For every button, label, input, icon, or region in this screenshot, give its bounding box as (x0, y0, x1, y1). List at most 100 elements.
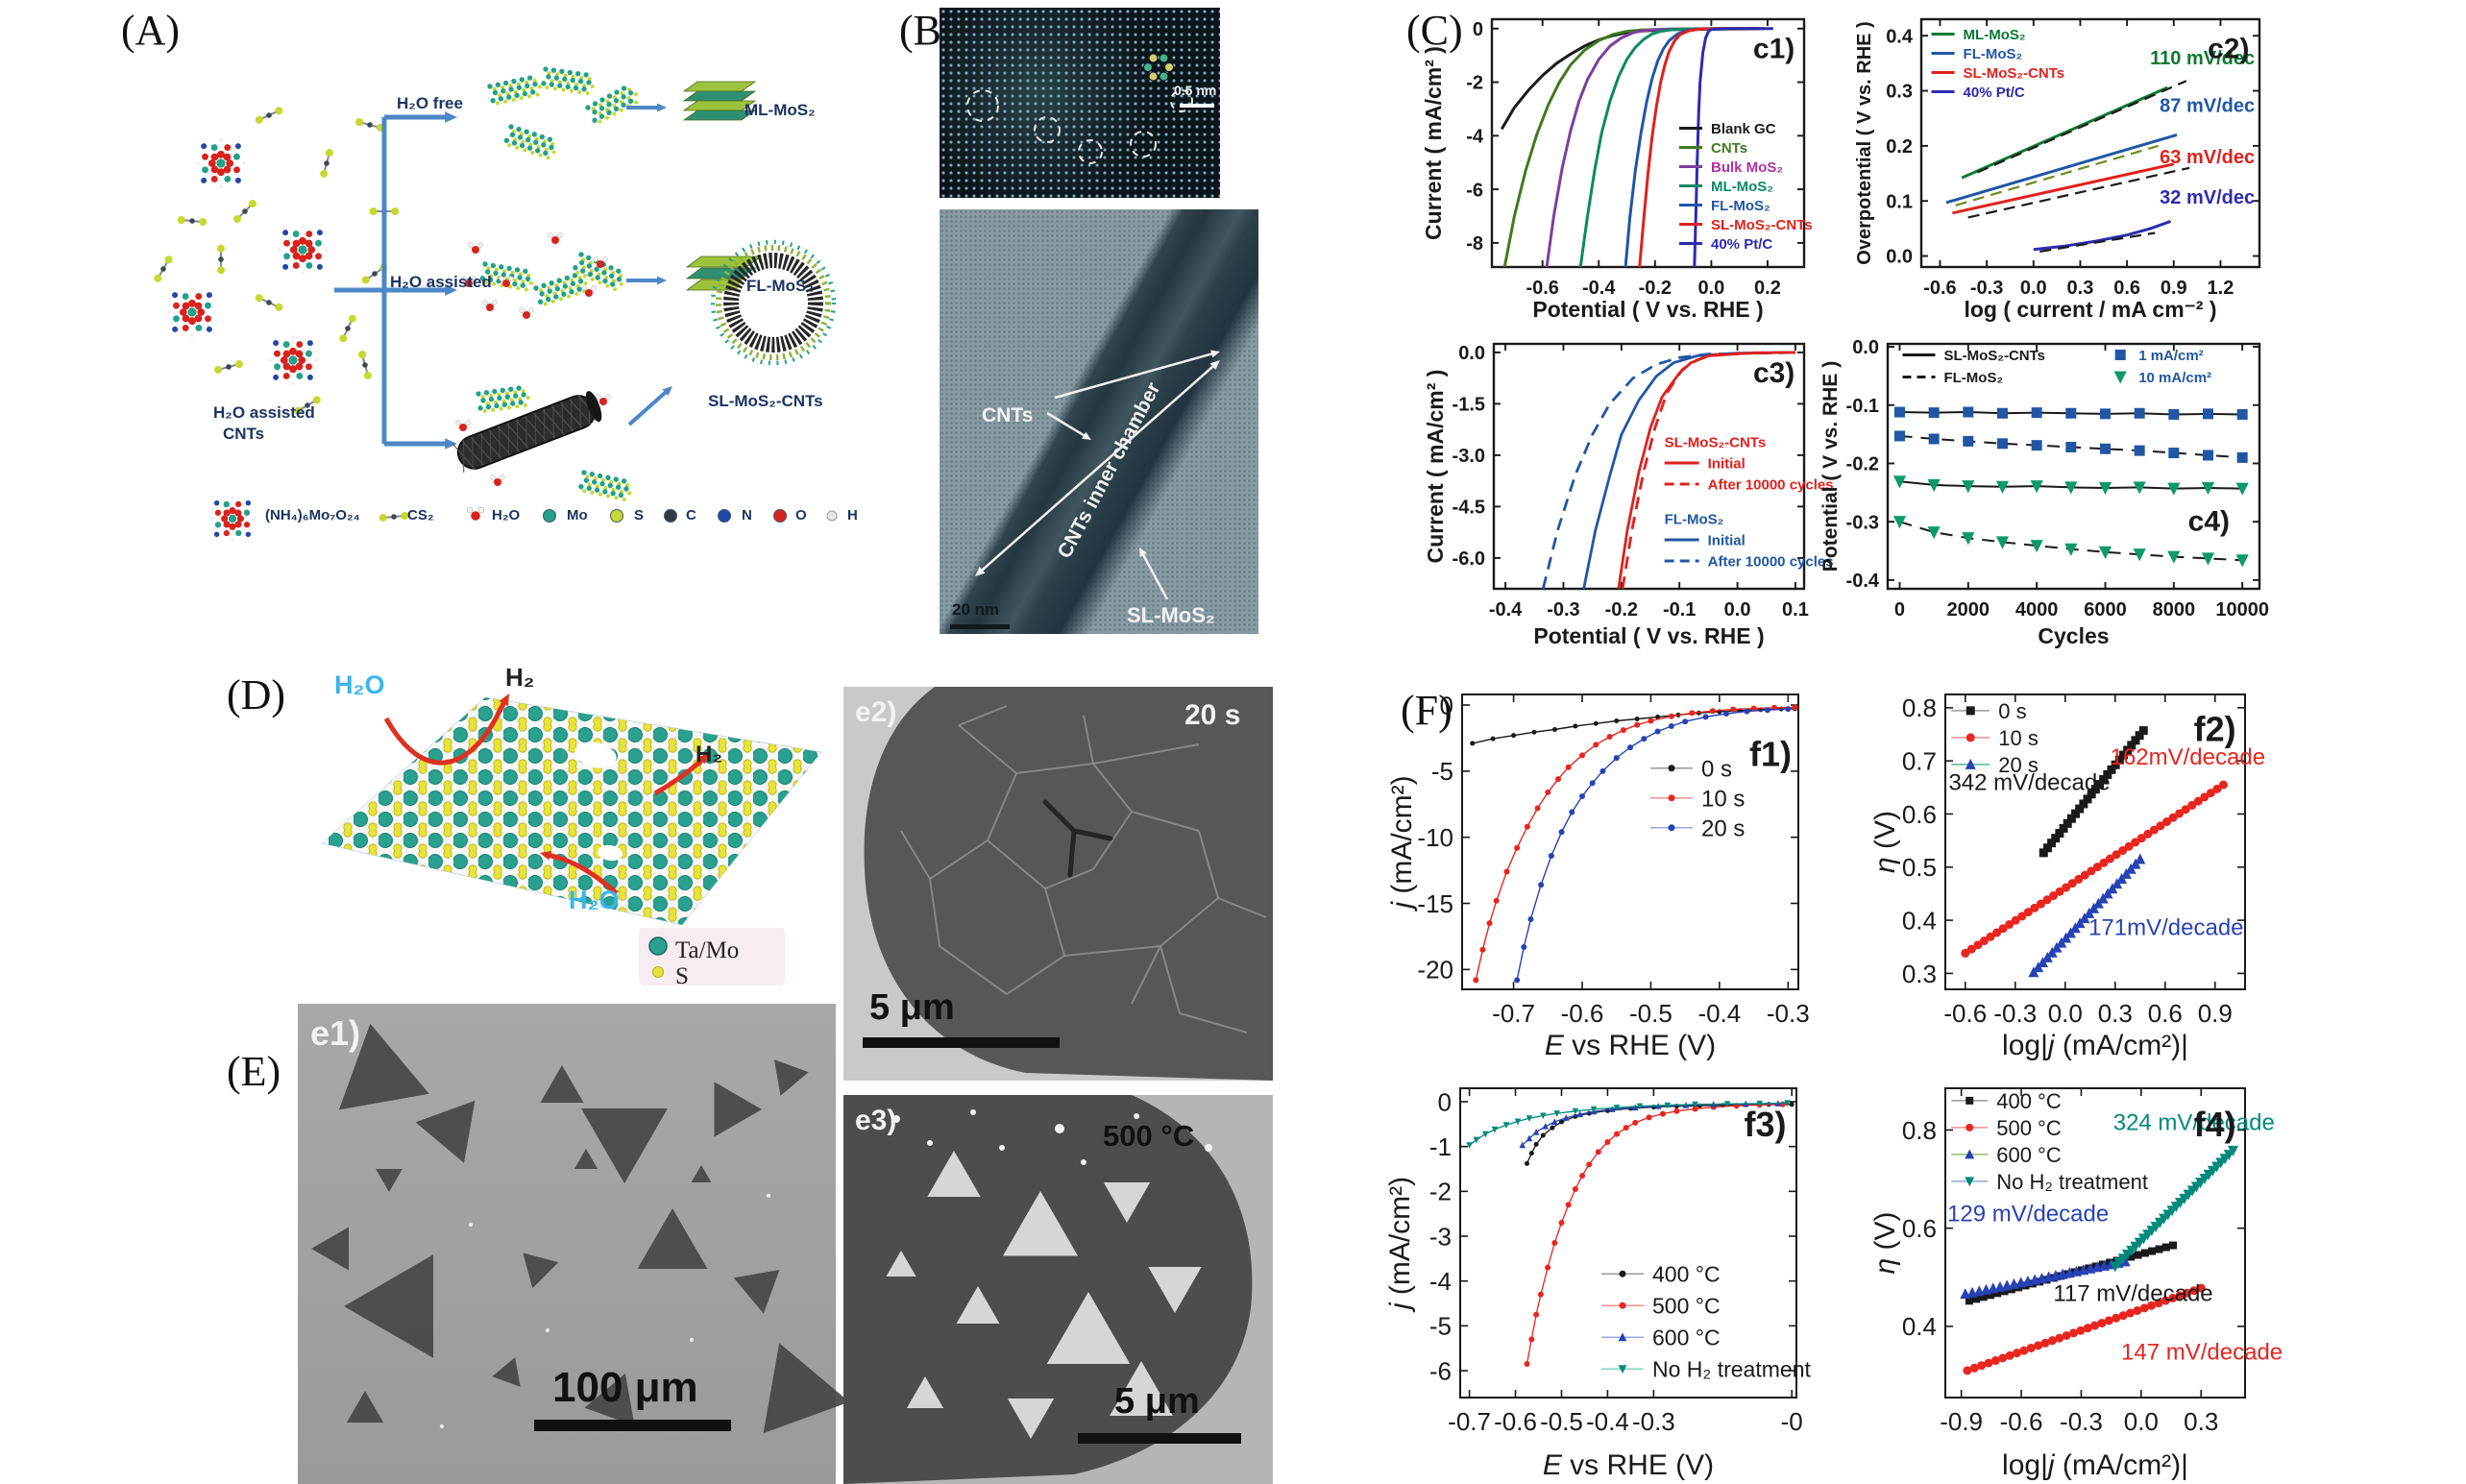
legend-label: 10 s (1998, 726, 2039, 750)
sem-e1-overlay (311, 1023, 850, 1434)
y-tick-label: 0.6 (1902, 1214, 1937, 1243)
x-tick-label: 0.3 (2067, 278, 2094, 299)
series-ml-mos- (1578, 27, 1760, 268)
legend-label: 40% Pt/C (1964, 85, 2025, 101)
flake-triangle (376, 1169, 403, 1192)
y-tick-label: -0.2 (1846, 454, 1879, 475)
legend-n: N (742, 507, 752, 523)
route-h2o-free-label: H₂O free (397, 94, 463, 112)
annotation: 129 mV/decade (1947, 1202, 2109, 1228)
flake-triangle (773, 1059, 809, 1096)
atom-dot-h (826, 510, 838, 522)
tem-top-scale-label: 0.5 nm (1174, 83, 1217, 98)
x-tick-label: -0.5 (1540, 1407, 1583, 1436)
y-axis-title: Current ( mA/cm² ) (1421, 46, 1446, 240)
flake-triangle (1110, 1361, 1173, 1416)
legend-label: 400 °C (1996, 1089, 2062, 1113)
y-tick-label: 0.7 (1902, 747, 1937, 776)
chart-c3-stability: -0.4 -0.3 -0.2 -0.1 0.0 0.1 0.0 -1.5 -3.0 -4.5 -6.… (1422, 329, 1834, 653)
panel-tag: c4) (2188, 505, 2230, 537)
x-tick-label: -0.3 (1547, 599, 1579, 620)
y-tick-label: -4 (1429, 1267, 1452, 1296)
plot-frame (1490, 17, 1806, 269)
x-axis-title: E vs RHE (V) (1545, 1030, 1716, 1061)
flake-triangle (492, 1357, 521, 1387)
flake-triangle (574, 1149, 598, 1169)
panel-tag: c3) (1753, 357, 1795, 389)
product-ml-mos2-label: ML-MoS₂ (745, 101, 816, 119)
x-tick-label: 0.0 (1697, 278, 1724, 299)
y-axis-title: η (V) (1869, 1212, 1901, 1275)
panel-tag: c1) (1753, 33, 1795, 64)
defect-circle (966, 89, 999, 122)
x-tick-label: 0.6 (2148, 999, 2183, 1028)
atom-dot-s (610, 509, 623, 523)
atom-dot-mo (543, 509, 556, 523)
y-axis-title: Potential ( V vs. RHE ) (1819, 361, 1842, 572)
x-axis-title: E vs RHE (V) (1543, 1449, 1714, 1481)
annotation: 342 mV/decade (1948, 770, 2110, 796)
legend-h2o: H₂O (492, 507, 521, 523)
chart-f2-tafel: -0.6 -0.3 0.0 0.3 0.6 0.9 0.3 0.4 0.5 0.6 0.7 0.8 0 … (1869, 680, 2265, 1064)
legend-label: FL-MoS₂ (1711, 198, 1770, 214)
series-fit-sl (1967, 166, 2190, 219)
panel-tag: f3) (1745, 1105, 1787, 1144)
flake-triangle (956, 1286, 1000, 1324)
legend-label: 20 s (1701, 815, 1745, 841)
x-tick-label: -0.3 (1970, 278, 2003, 299)
e1-scale-bar (534, 1420, 731, 1431)
legend-label: 20 s (1998, 753, 2039, 777)
legend-label: ML-MoS₂ (1711, 179, 1773, 195)
panel-tag: f1) (1749, 734, 1792, 773)
y-tick-label: 0.3 (1902, 960, 1937, 988)
panel-tag: f4) (2194, 1105, 2236, 1144)
chart-svg-c1: -0.6 -0.4 -0.2 0.0 0.2 0 -2 -4 -6 -8 Blank GC CNTs B… (1421, 17, 1813, 322)
tem-top-overlay (966, 53, 1193, 164)
y-tick-label: -6.0 (1453, 548, 1485, 570)
x-tick-label: -0.6 (1526, 278, 1558, 299)
series-fit-ml (1976, 80, 2187, 174)
y-tick-label: 0 (1473, 19, 1483, 40)
flake-triangle (540, 1065, 584, 1103)
y-tick-label: -20 (1417, 956, 1453, 985)
series-40-pt-c (1693, 27, 1773, 268)
x-tick-label: -0.6 (1494, 1407, 1537, 1436)
legend-label: SL-MoS₂-CNTs (1665, 434, 1767, 450)
e2-tag: e2) (855, 696, 897, 728)
flake-triangle (1007, 1399, 1055, 1439)
y-tick-label: 0.4 (1902, 1312, 1937, 1341)
y-tick-label: 0.0 (1886, 247, 1913, 268)
legend-label: After 10000 cycles (1708, 476, 1834, 493)
hexagon-atom (1159, 53, 1169, 63)
y-tick-label: -2 (1429, 1178, 1452, 1206)
hexagon-atom (1164, 62, 1174, 72)
tem-image-atomic (940, 8, 1220, 198)
series-no-h-treatment (1469, 1102, 1788, 1146)
x-tick-label: -0.4 (1586, 1407, 1629, 1436)
x-tick-label: -0 (1781, 1407, 1803, 1436)
y-axis-title: η (V) (1869, 811, 1901, 873)
flake-triangle (1003, 1191, 1078, 1256)
x-axis-title: Potential ( V vs. RHE ) (1532, 297, 1763, 322)
legend-h: H (847, 507, 858, 523)
y-tick-label: -6 (1429, 1356, 1452, 1385)
legend-label: After 10000 cycles (1708, 553, 1834, 570)
e1-tag: e1) (310, 1013, 361, 1053)
s-dot (652, 966, 664, 978)
product-sl-mos2-cnts-label: SL-MoS₂-CNTs (708, 392, 823, 410)
legend-label: SL-MoS₂-CNTs (1943, 348, 2045, 364)
legend-label: Initial (1708, 455, 1746, 472)
flake-triangle (311, 1227, 349, 1271)
tamo-legend-label: Ta/Mo (675, 937, 740, 963)
sl-mos2-label: SL-MoS₂ (1127, 603, 1215, 627)
tem-bottom-scale-bar (950, 624, 1010, 629)
x-tick-label: 0.3 (2098, 999, 2133, 1028)
series-fl-mos- (1945, 133, 2178, 205)
y-tick-label: 0.2 (1886, 136, 1913, 158)
legend-label: 0 s (1701, 756, 1732, 782)
flake-triangle (581, 1108, 668, 1183)
x-tick-label: -0.3 (1632, 1407, 1675, 1436)
defect-circle (1130, 131, 1157, 158)
x-tick-label: 0.2 (1754, 278, 1781, 299)
